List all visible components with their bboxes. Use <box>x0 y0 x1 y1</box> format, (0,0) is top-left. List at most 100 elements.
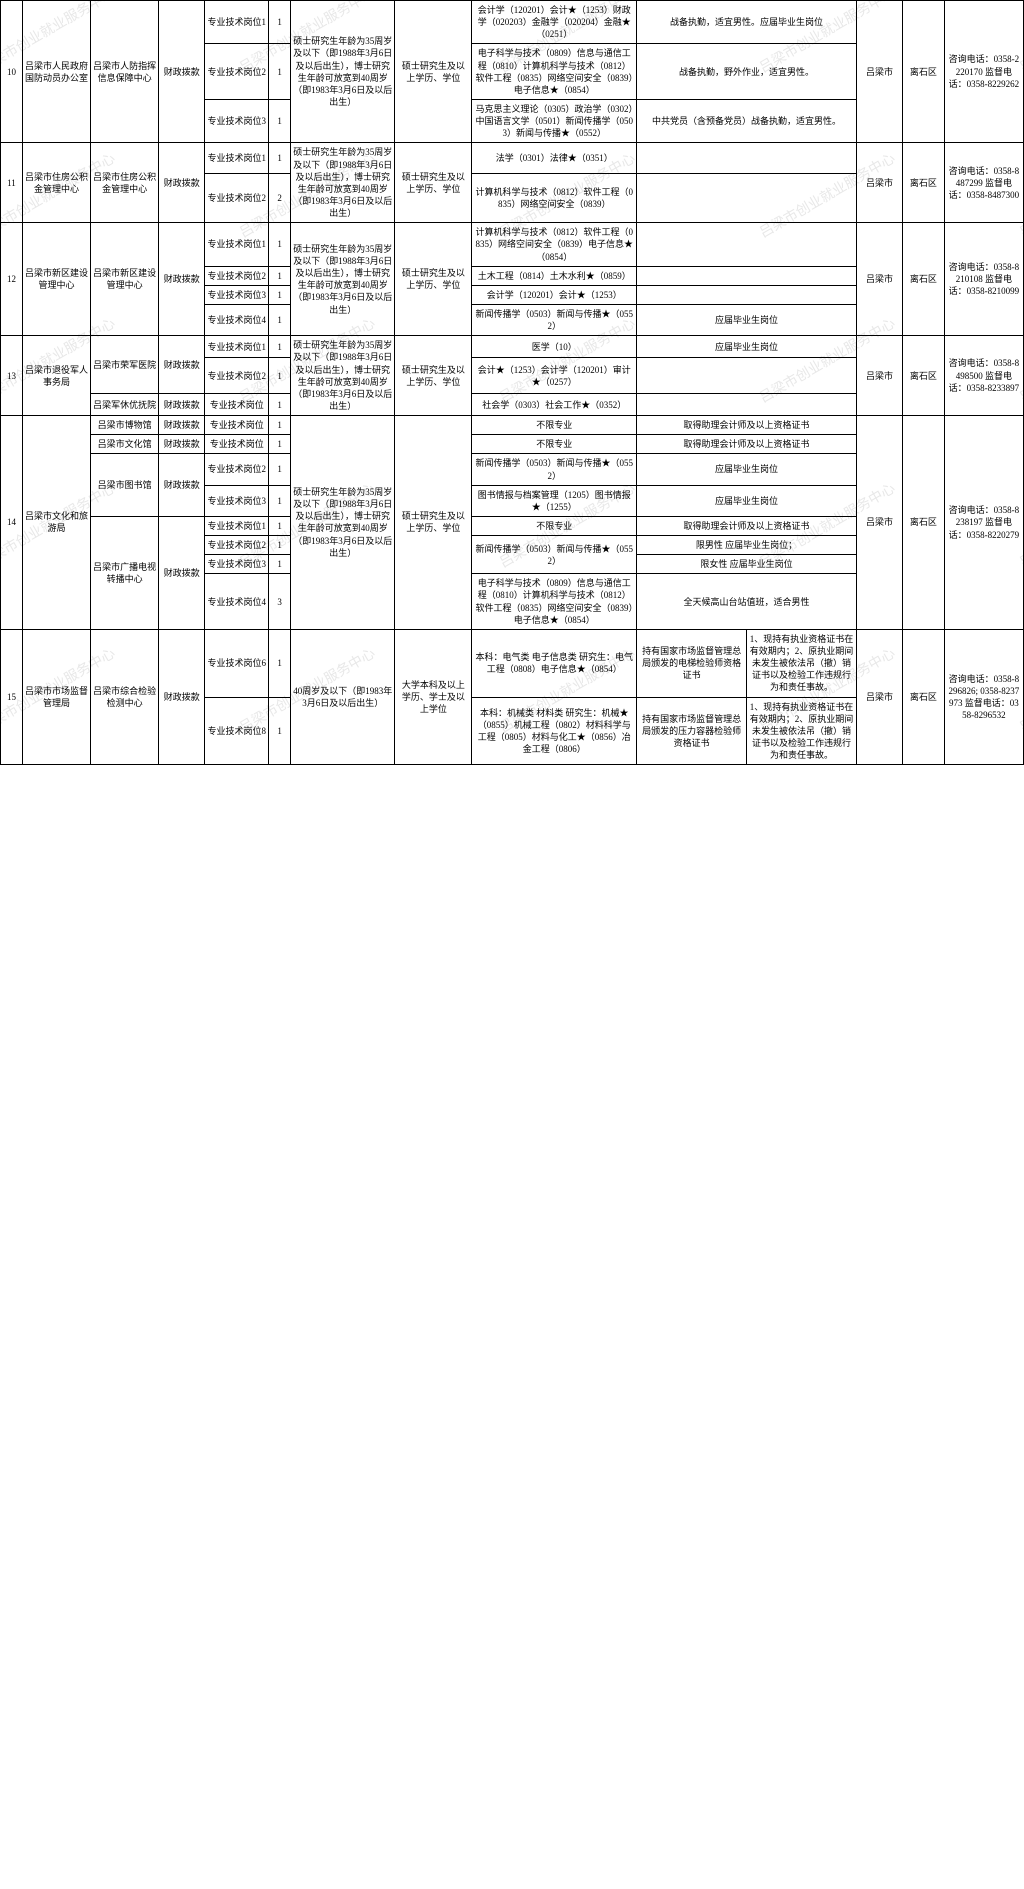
cell: 吕梁市新区建设管理中心 <box>91 223 159 336</box>
cell: 取得助理会计师及以上资格证书 <box>637 435 857 454</box>
cell: 专业技术岗位2 <box>205 44 269 100</box>
cell: 会计学（120201）会计★（1253） <box>472 285 637 304</box>
cell: 硕士研究生年龄为35周岁及以下（即1988年3月6日及以后出生），博士研究生年龄… <box>291 1 395 143</box>
cell: 财政拨款 <box>159 416 205 435</box>
cell: 吕梁市人防指挥信息保障中心 <box>91 1 159 143</box>
cell: 硕士研究生及以上学历、学位 <box>395 336 472 416</box>
cell: 土木工程（0814）土木水利★（0859） <box>472 266 637 285</box>
cell: 1 <box>269 358 291 394</box>
cell: 财政拨款 <box>159 1 205 143</box>
cell: 吕梁市 <box>856 1 902 143</box>
cell: 1 <box>269 143 291 173</box>
cell: 1 <box>269 99 291 142</box>
cell: 本科：电气类 电子信息类 研究生：电气工程（0808）电子信息★（0854） <box>472 629 637 697</box>
cell: 马克思主义理论（0305）政治学（0302）中国语言文学（0501）新闻传播学（… <box>472 99 637 142</box>
cell: 财政拨款 <box>159 143 205 223</box>
cell: 吕梁市新区建设管理中心 <box>22 223 90 336</box>
cell: 硕士研究生年龄为35周岁及以下（即1988年3月6日及以后出生），博士研究生年龄… <box>291 143 395 223</box>
cell: 专业技术岗位3 <box>205 485 269 516</box>
cell: 1 <box>269 416 291 435</box>
cell: 吕梁市文化馆 <box>91 435 159 454</box>
cell: 1 <box>269 44 291 100</box>
cell: 战备执勤，野外作业，适宜男性。 <box>637 44 857 100</box>
cell: 咨询电话：0358-8210108 监督电话：0358-8210099 <box>944 223 1023 336</box>
cell: 离石区 <box>903 223 945 336</box>
cell: 2 <box>269 173 291 223</box>
cell: 11 <box>1 143 23 223</box>
cell: 1 <box>269 454 291 485</box>
cell: 咨询电话：0358-8498500 监督电话：0358-8233897 <box>944 336 1023 416</box>
cell: 吕梁市荣军医院 <box>91 336 159 394</box>
cell: 专业技术岗位2 <box>205 454 269 485</box>
cell: 限男性 应届毕业生岗位； <box>637 536 857 555</box>
cell: 吕梁军休优抚院 <box>91 394 159 416</box>
cell: 会计学（120201）会计★（1253）财政学（020203）金融学（02020… <box>472 1 637 44</box>
cell: 咨询电话：0358-8296826; 0358-8237973 监督电话：035… <box>944 629 1023 764</box>
cell: 不限专业 <box>472 435 637 454</box>
cell: 专业技术岗位 <box>205 394 269 416</box>
cell: 应届毕业生岗位 <box>637 454 857 485</box>
cell: 专业技术岗位 <box>205 435 269 454</box>
cell: 吕梁市住房公积金管理中心 <box>22 143 90 223</box>
cell: 持有国家市场监督管理总局颁发的电梯检验师资格证书 <box>637 629 747 697</box>
cell: 取得助理会计师及以上资格证书 <box>637 416 857 435</box>
cell: 专业技术岗位2 <box>205 358 269 394</box>
cell: 1 <box>269 536 291 555</box>
cell: 吕梁市广播电视转播中心 <box>91 516 159 629</box>
cell: 专业技术岗位1 <box>205 336 269 358</box>
cell: 新闻传播学（0503）新闻与传播★（0552） <box>472 304 637 335</box>
cell: 中共党员（含预备党员）战备执勤，适宜男性。 <box>637 99 857 142</box>
cell: 1 <box>269 266 291 285</box>
cell: 硕士研究生年龄为35周岁及以下（即1988年3月6日及以后出生），博士研究生年龄… <box>291 416 395 630</box>
cell: 1、现持有执业资格证书在有效期内；2、原执业期间未发生被依法吊（撤）销证书以及检… <box>747 629 857 697</box>
cell: 专业技术岗位3 <box>205 99 269 142</box>
cell: 专业技术岗位4 <box>205 304 269 335</box>
cell: 咨询电话：0358-8487299 监督电话：0358-8487300 <box>944 143 1023 223</box>
cell: 专业技术岗位1 <box>205 143 269 173</box>
cell: 吕梁市博物馆 <box>91 416 159 435</box>
cell: 1 <box>269 394 291 416</box>
cell: 吕梁市综合检验检测中心 <box>91 629 159 764</box>
cell: 不限专业 <box>472 516 637 535</box>
cell: 吕梁市市场监督管理局 <box>22 629 90 764</box>
recruitment-table: 10吕梁市人民政府国防动员办公室吕梁市人防指挥信息保障中心财政拨款专业技术岗位1… <box>0 0 1024 765</box>
cell: 1 <box>269 629 291 697</box>
cell: 财政拨款 <box>159 336 205 394</box>
cell: 离石区 <box>903 629 945 764</box>
cell: 1 <box>269 336 291 358</box>
cell: 社会学（0303）社会工作★（0352） <box>472 394 637 416</box>
cell: 不限专业 <box>472 416 637 435</box>
cell: 离石区 <box>903 416 945 630</box>
cell: 1 <box>269 697 291 765</box>
cell: 专业技术岗位4 <box>205 574 269 630</box>
cell: 离石区 <box>903 143 945 223</box>
cell: 吕梁市 <box>856 416 902 630</box>
cell: 应届毕业生岗位 <box>637 304 857 335</box>
cell: 法学（0301）法律★（0351） <box>472 143 637 173</box>
cell <box>637 143 857 173</box>
cell: 离石区 <box>903 336 945 416</box>
cell <box>637 285 857 304</box>
cell: 专业技术岗位1 <box>205 223 269 266</box>
cell: 大学本科及以上学历、学士及以上学位 <box>395 629 472 764</box>
cell: 吕梁市 <box>856 143 902 223</box>
cell: 医学（10） <box>472 336 637 358</box>
cell: 吕梁市文化和旅游局 <box>22 416 90 630</box>
cell: 离石区 <box>903 1 945 143</box>
cell: 会计★（1253）会计学（120201）审计★（0257） <box>472 358 637 394</box>
cell: 吕梁市 <box>856 223 902 336</box>
cell <box>637 266 857 285</box>
cell: 全天候高山台站值班，适合男性 <box>637 574 857 630</box>
cell: 1 <box>269 304 291 335</box>
cell: 财政拨款 <box>159 394 205 416</box>
cell <box>637 358 857 394</box>
cell: 战备执勤，适宜男性。应届毕业生岗位 <box>637 1 857 44</box>
cell: 应届毕业生岗位 <box>637 485 857 516</box>
cell: 吕梁市 <box>856 336 902 416</box>
cell: 限女性 应届毕业生岗位 <box>637 555 857 574</box>
cell: 专业技术岗位8 <box>205 697 269 765</box>
cell: 财政拨款 <box>159 454 205 517</box>
cell: 硕士研究生及以上学历、学位 <box>395 143 472 223</box>
cell: 取得助理会计师及以上资格证书 <box>637 516 857 535</box>
cell: 电子科学与技术（0809）信息与通信工程（0810）计算机科学与技术（0812）… <box>472 44 637 100</box>
